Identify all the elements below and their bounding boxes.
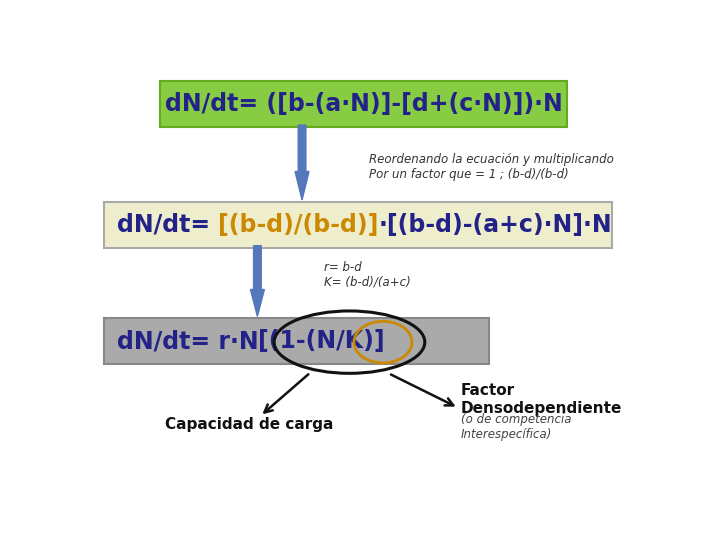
- FancyBboxPatch shape: [104, 319, 489, 364]
- FancyArrow shape: [295, 125, 309, 200]
- Text: [(b-d)/(b-d)]: [(b-d)/(b-d)]: [218, 213, 379, 237]
- Text: r= b-d
K= (b-d)/(a+c): r= b-d K= (b-d)/(a+c): [324, 261, 411, 289]
- Text: [(1-(N/K)]: [(1-(N/K)]: [258, 329, 385, 353]
- Text: dN/dt=: dN/dt=: [117, 213, 218, 237]
- Text: Factor
Densodependiente: Factor Densodependiente: [461, 383, 623, 416]
- FancyBboxPatch shape: [160, 82, 567, 127]
- Text: Capacidad de carga: Capacidad de carga: [165, 417, 333, 432]
- Text: dN/dt= ([b-(a·N)]-[d+(c·N)])·N: dN/dt= ([b-(a·N)]-[d+(c·N)])·N: [165, 92, 562, 116]
- Text: ·[(b-d)-(a+c)·N]·N: ·[(b-d)-(a+c)·N]·N: [379, 213, 612, 237]
- Text: dN/dt= r·N: dN/dt= r·N: [117, 329, 258, 353]
- FancyArrow shape: [251, 246, 264, 316]
- FancyBboxPatch shape: [104, 202, 612, 248]
- Text: (o de competencia
Interespecífica): (o de competencia Interespecífica): [461, 413, 572, 441]
- Text: Reordenando la ecuación y multiplicando
Por un factor que = 1 ; (b-d)/(b-d): Reordenando la ecuación y multiplicando …: [369, 153, 614, 181]
